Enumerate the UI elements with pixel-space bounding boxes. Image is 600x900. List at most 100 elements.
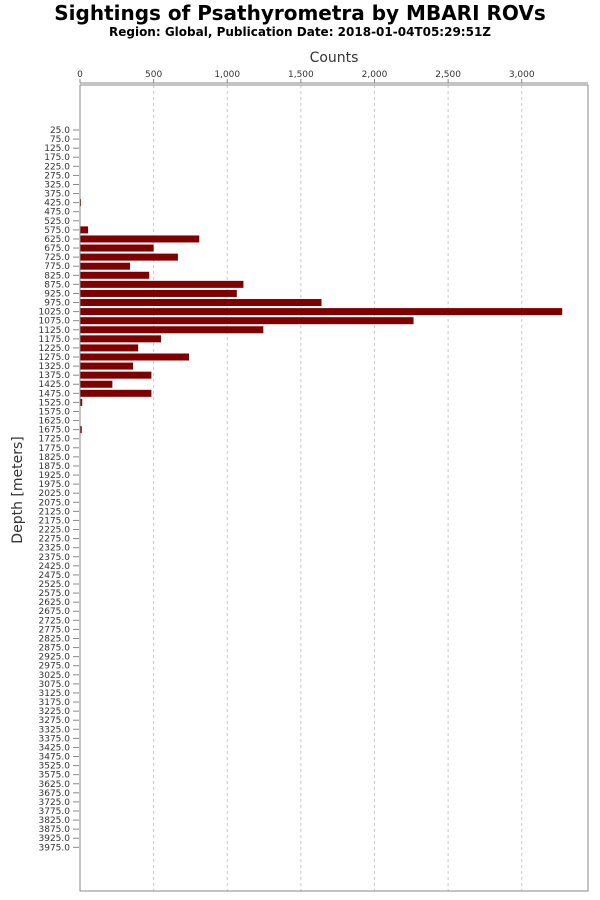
bar bbox=[80, 308, 563, 316]
y-tick-label: 2175.0 bbox=[39, 516, 71, 526]
y-tick-label: 3225.0 bbox=[39, 707, 71, 717]
y-tick-label: 575.0 bbox=[44, 226, 70, 236]
x-tick-label: 2,500 bbox=[435, 70, 461, 80]
bars bbox=[80, 199, 563, 434]
y-axis-label: Depth [meters] bbox=[10, 436, 26, 543]
y-tick-label: 1425.0 bbox=[39, 380, 71, 390]
bar bbox=[80, 335, 161, 343]
y-tick-label: 1825.0 bbox=[39, 453, 71, 463]
y-tick-label: 2625.0 bbox=[39, 598, 71, 608]
chart-subtitle: Region: Global, Publication Date: 2018-0… bbox=[108, 25, 492, 39]
bar bbox=[80, 244, 154, 252]
y-tick-label: 275.0 bbox=[44, 171, 70, 181]
y-tick-label: 75.0 bbox=[50, 135, 70, 145]
y-tick-label: 3925.0 bbox=[39, 834, 71, 844]
y-axis-ticks: 25.075.0125.0175.0225.0275.0325.0375.042… bbox=[39, 126, 79, 853]
bar bbox=[80, 271, 150, 279]
y-tick-label: 725.0 bbox=[44, 253, 70, 263]
x-tick-label: 1,500 bbox=[288, 70, 314, 80]
y-tick-label: 3275.0 bbox=[39, 716, 71, 726]
y-tick-label: 2775.0 bbox=[39, 625, 71, 635]
bar bbox=[80, 235, 200, 243]
y-tick-label: 3475.0 bbox=[39, 753, 71, 763]
y-tick-label: 2075.0 bbox=[39, 498, 71, 508]
x-tick-label: 3,000 bbox=[509, 70, 535, 80]
y-tick-label: 1625.0 bbox=[39, 417, 71, 427]
y-tick-label: 1375.0 bbox=[39, 371, 71, 381]
y-tick-label: 2125.0 bbox=[39, 507, 71, 517]
y-tick-label: 1075.0 bbox=[39, 317, 71, 327]
bar bbox=[80, 389, 152, 397]
y-tick-label: 775.0 bbox=[44, 262, 70, 272]
y-tick-label: 875.0 bbox=[44, 280, 70, 290]
x-axis-label: Counts bbox=[310, 50, 359, 66]
y-tick-label: 525.0 bbox=[44, 217, 70, 227]
y-tick-label: 175.0 bbox=[44, 153, 70, 163]
y-tick-label: 3775.0 bbox=[39, 807, 71, 817]
y-tick-label: 1125.0 bbox=[39, 326, 71, 336]
y-tick-label: 1875.0 bbox=[39, 462, 71, 472]
y-tick-label: 125.0 bbox=[44, 144, 70, 154]
chart-title: Sightings of Psathyrometra by MBARI ROVs bbox=[54, 1, 546, 25]
y-tick-label: 3325.0 bbox=[39, 725, 71, 735]
y-tick-label: 2975.0 bbox=[39, 662, 71, 672]
y-tick-label: 1575.0 bbox=[39, 407, 71, 417]
x-tick-label: 2,000 bbox=[362, 70, 388, 80]
y-tick-label: 1525.0 bbox=[39, 398, 71, 408]
bar bbox=[80, 371, 152, 379]
y-tick-label: 2875.0 bbox=[39, 644, 71, 654]
y-tick-label: 1925.0 bbox=[39, 471, 71, 481]
bar bbox=[80, 262, 131, 270]
y-tick-label: 475.0 bbox=[44, 208, 70, 218]
y-tick-label: 2275.0 bbox=[39, 535, 71, 545]
bar bbox=[80, 280, 244, 288]
bar bbox=[80, 426, 82, 434]
y-tick-label: 3975.0 bbox=[39, 843, 71, 853]
x-tick-label: 1,000 bbox=[214, 70, 240, 80]
x-tick-label: 0 bbox=[77, 70, 83, 80]
y-tick-label: 3075.0 bbox=[39, 680, 71, 690]
y-tick-label: 3725.0 bbox=[39, 798, 71, 808]
y-tick-label: 925.0 bbox=[44, 289, 70, 299]
bar bbox=[80, 226, 89, 234]
bar bbox=[80, 253, 178, 261]
y-tick-label: 1025.0 bbox=[39, 308, 71, 318]
y-tick-label: 225.0 bbox=[44, 162, 70, 172]
y-tick-label: 1675.0 bbox=[39, 426, 71, 436]
y-tick-label: 325.0 bbox=[44, 180, 70, 190]
bar bbox=[80, 353, 189, 361]
y-tick-label: 2725.0 bbox=[39, 616, 71, 626]
y-tick-label: 975.0 bbox=[44, 299, 70, 309]
y-tick-label: 3375.0 bbox=[39, 734, 71, 744]
y-tick-label: 2675.0 bbox=[39, 607, 71, 617]
y-tick-label: 3575.0 bbox=[39, 771, 71, 781]
y-tick-label: 2825.0 bbox=[39, 634, 71, 644]
y-tick-label: 3825.0 bbox=[39, 816, 71, 826]
y-tick-label: 3525.0 bbox=[39, 762, 71, 772]
grid-lines bbox=[153, 85, 523, 891]
y-tick-label: 2475.0 bbox=[39, 571, 71, 581]
x-axis-ticks: 0 500 1,000 1,500 2,000 2,500 3,000 bbox=[77, 70, 535, 83]
y-tick-label: 625.0 bbox=[44, 235, 70, 245]
y-tick-label: 2325.0 bbox=[39, 544, 71, 554]
y-tick-label: 375.0 bbox=[44, 190, 70, 200]
y-tick-label: 425.0 bbox=[44, 199, 70, 209]
y-tick-label: 3025.0 bbox=[39, 671, 71, 681]
y-tick-label: 1475.0 bbox=[39, 389, 71, 399]
y-tick-label: 3675.0 bbox=[39, 789, 71, 799]
y-tick-label: 1775.0 bbox=[39, 444, 71, 454]
y-tick-label: 1275.0 bbox=[39, 353, 71, 363]
y-tick-label: 1175.0 bbox=[39, 335, 71, 345]
y-tick-label: 3875.0 bbox=[39, 825, 71, 835]
bar bbox=[80, 317, 414, 325]
bar bbox=[80, 344, 139, 352]
y-tick-label: 3125.0 bbox=[39, 689, 71, 699]
y-tick-label: 3175.0 bbox=[39, 698, 71, 708]
plot-area-border bbox=[79, 84, 589, 892]
y-tick-label: 1325.0 bbox=[39, 362, 71, 372]
y-tick-label: 3625.0 bbox=[39, 780, 71, 790]
bar bbox=[80, 299, 322, 307]
y-tick-label: 25.0 bbox=[50, 126, 70, 136]
y-tick-label: 1975.0 bbox=[39, 480, 71, 490]
